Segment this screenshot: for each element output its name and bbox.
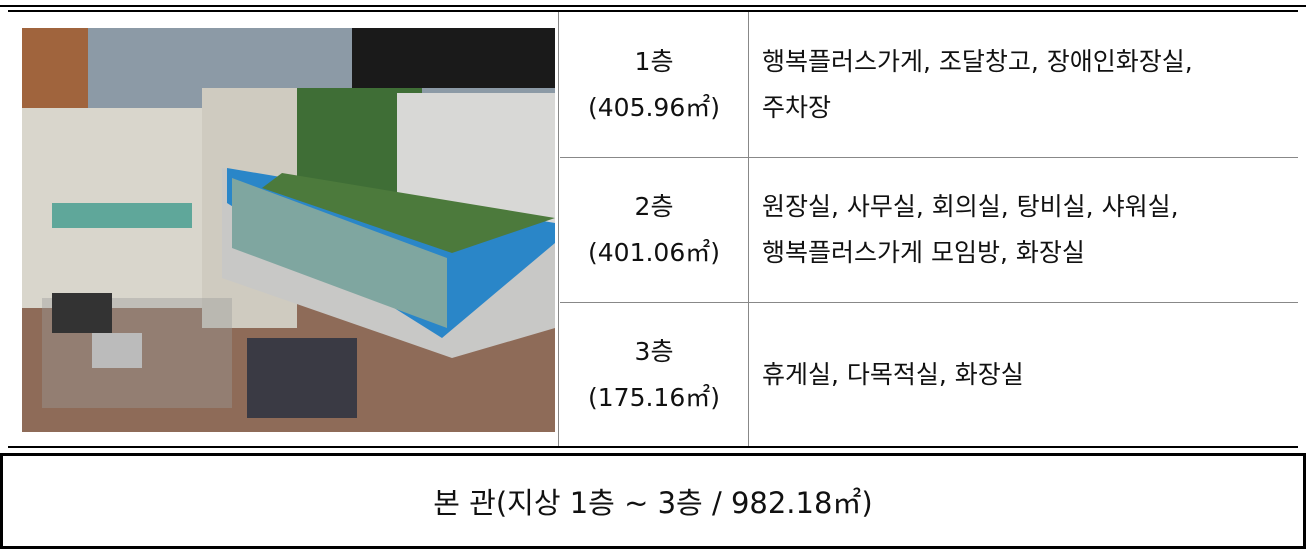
rooms-cell: 원장실, 사무실, 회의실, 탕비실, 샤워실,행복플러스가게 모임방, 화장실	[762, 157, 1292, 302]
floor-cell: 3층(175.16㎡)	[560, 302, 748, 447]
floor-area: (401.06㎡)	[588, 230, 720, 276]
rooms-line: 행복플러스가게, 조달창고, 장애인화장실,	[762, 39, 1193, 85]
floor-area: (175.16㎡)	[588, 375, 720, 421]
rooms-cell: 행복플러스가게, 조달창고, 장애인화장실,주차장	[762, 12, 1292, 157]
rooms-line: 주차장	[762, 85, 831, 131]
cell-divider	[558, 12, 559, 446]
border	[0, 5, 1306, 7]
floor-cell: 2층(401.06㎡)	[560, 157, 748, 302]
floor-label: 1층	[635, 39, 674, 85]
floor-label: 2층	[635, 184, 674, 230]
rooms-cell: 휴게실, 다목적실, 화장실	[762, 302, 1292, 447]
footer-caption: 본 관(지상 1층 ~ 3층 / 982.18㎡)	[0, 456, 1306, 546]
floor-cell: 1층(405.96㎡)	[560, 12, 748, 157]
cell-divider	[748, 12, 749, 446]
floor-label: 3층	[635, 329, 674, 375]
rooms-line: 휴게실, 다목적실, 화장실	[762, 352, 1024, 398]
page: 1층(405.96㎡)행복플러스가게, 조달창고, 장애인화장실,주차장2층(4…	[0, 0, 1306, 549]
building-photo	[22, 28, 555, 432]
rooms-line: 행복플러스가게 모임방, 화장실	[762, 230, 1085, 276]
rooms-line: 원장실, 사무실, 회의실, 탕비실, 샤워실,	[762, 184, 1179, 230]
floor-area: (405.96㎡)	[588, 85, 720, 131]
